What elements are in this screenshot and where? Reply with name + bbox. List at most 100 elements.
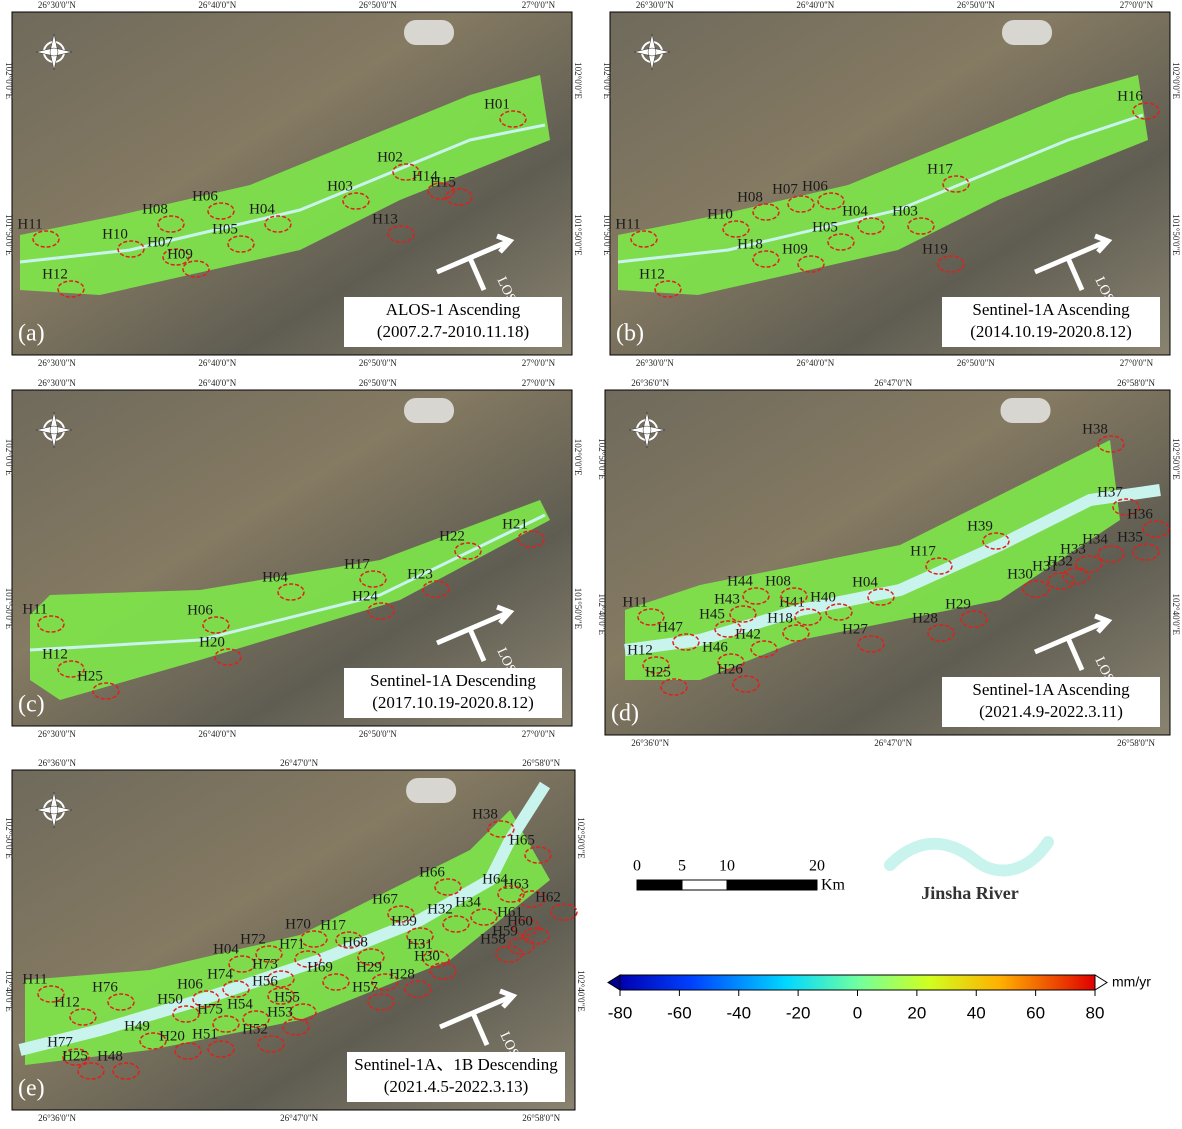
hazard-outline <box>550 903 578 921</box>
hazard-outline <box>371 973 399 991</box>
hazard-label: H60 <box>507 913 533 929</box>
hazard-outline <box>729 605 757 623</box>
colorbar <box>619 974 1096 991</box>
hazard-outline <box>289 1003 317 1021</box>
hazard-outline <box>174 1042 202 1060</box>
hazard-label: H46 <box>702 639 728 655</box>
hazard-label: H18 <box>767 610 793 626</box>
hazard-label: H45 <box>699 606 725 622</box>
hazard-outline <box>162 248 190 266</box>
sensor-label: Sentinel-1A Ascending <box>972 680 1130 699</box>
hazard-label: H69 <box>307 959 333 975</box>
coordinate-label: 26°50'0"N <box>359 729 397 739</box>
hazard-label: H04 <box>852 574 878 590</box>
hazard-label: H66 <box>419 864 445 880</box>
hazard-outline <box>942 175 970 193</box>
hazard-label: H43 <box>714 591 740 607</box>
scale-tick-label: 5 <box>678 858 686 875</box>
hazard-label: H11 <box>615 216 640 232</box>
hazard-outline <box>1112 498 1140 516</box>
hazard-label: H49 <box>124 1018 150 1034</box>
hazard-label: H25 <box>645 664 671 680</box>
hazard-outline <box>654 280 682 298</box>
hazard-outline <box>732 675 760 693</box>
hazard-outline <box>322 973 350 991</box>
hazard-label: H25 <box>62 1048 88 1064</box>
hazard-label: H04 <box>249 201 275 217</box>
panel-letter: (e) <box>18 1076 45 1102</box>
hazard-outline <box>37 985 65 1003</box>
coordinate-label: 26°47'0"N <box>280 1113 318 1123</box>
hazard-label: H02 <box>377 149 403 165</box>
coordinate-label: 102°50'0"E <box>4 817 14 859</box>
hazard-label: H28 <box>912 610 938 626</box>
hazard-label: H57 <box>352 979 378 995</box>
colorbar-tick-label: 20 <box>907 1003 926 1022</box>
hazard-label: H06 <box>187 602 213 618</box>
hazard-outline <box>960 610 988 628</box>
sensor-label: Sentinel-1A Descending <box>370 671 536 690</box>
scale-tick-label: 0 <box>633 858 641 875</box>
hazard-label: H59 <box>492 923 518 939</box>
hazard-outline <box>62 1048 90 1066</box>
hazard-outline <box>422 580 450 598</box>
hazard-label: H34 <box>1082 531 1108 547</box>
panel-letter: (a) <box>18 321 45 347</box>
info-box <box>347 1052 565 1102</box>
coordinate-label: 26°36'0"N <box>38 758 76 768</box>
compass-star <box>35 33 73 71</box>
coordinate-label: 101°50'0"E <box>4 214 14 256</box>
hazard-label: H67 <box>372 891 398 907</box>
hazard-outline <box>57 280 85 298</box>
los-arrow <box>439 988 518 1047</box>
hazard-label: H11 <box>22 971 47 987</box>
coordinate-label: 27°0'0"N <box>522 358 556 368</box>
hazard-outline <box>367 993 395 1011</box>
hazard-outline <box>294 950 322 968</box>
coordinate-label: 27°0'0"N <box>522 0 556 10</box>
info-box <box>344 668 562 718</box>
hazard-label: H42 <box>735 626 761 642</box>
hazard-outline <box>794 608 822 626</box>
hazard-outline <box>927 624 955 642</box>
map-panel: 26°30'0"N 26°40'0"N 26°50'0"N 27°0'0"N 26°30… <box>4 0 583 368</box>
hazard-label: H76 <box>92 979 118 995</box>
cloud-patch <box>406 778 457 803</box>
compass-star <box>633 33 671 71</box>
hazard-outline <box>717 653 745 671</box>
hazard-outline <box>357 948 385 966</box>
hazard-outline <box>497 885 525 903</box>
coordinate-label: 102°50'0"E <box>597 438 607 480</box>
hazard-outline <box>404 980 432 998</box>
hazard-outline <box>37 615 65 633</box>
colorbar-tick-label: 60 <box>1026 1003 1045 1022</box>
hazard-outline <box>937 255 965 273</box>
hazard-label: H12 <box>42 266 68 282</box>
hazard-label: H30 <box>1007 566 1033 582</box>
hazard-outline <box>172 1005 200 1023</box>
hazard-outline <box>212 1015 240 1033</box>
period-label: (2021.4.9-2022.3.11) <box>979 702 1123 721</box>
hazard-outline <box>1132 102 1160 120</box>
hazard-label: H12 <box>54 994 80 1010</box>
hazard-label: H22 <box>439 528 465 544</box>
hazard-label: H44 <box>727 573 753 589</box>
hazard-outline <box>406 927 434 945</box>
jinsha-river <box>624 484 1161 656</box>
hazard-label: H74 <box>207 966 233 982</box>
hazard-label: H03 <box>327 178 353 194</box>
coordinate-label: 101°50'0"E <box>573 588 583 630</box>
hazard-outline <box>367 602 395 620</box>
hazard-outline <box>227 235 255 253</box>
hazard-label: H06 <box>192 188 218 204</box>
hazard-outline <box>827 233 855 251</box>
hazard-label: H34 <box>455 894 481 910</box>
hazard-label: H12 <box>639 266 665 282</box>
colorbar-high-cap <box>1094 974 1108 991</box>
hazard-outline <box>780 587 808 605</box>
hazard-label: H27 <box>842 621 868 637</box>
hazard-label: H12 <box>42 646 68 662</box>
hazard-outline <box>1097 545 1125 563</box>
hazard-label: H05 <box>212 221 238 237</box>
cloud-patch <box>404 398 454 423</box>
